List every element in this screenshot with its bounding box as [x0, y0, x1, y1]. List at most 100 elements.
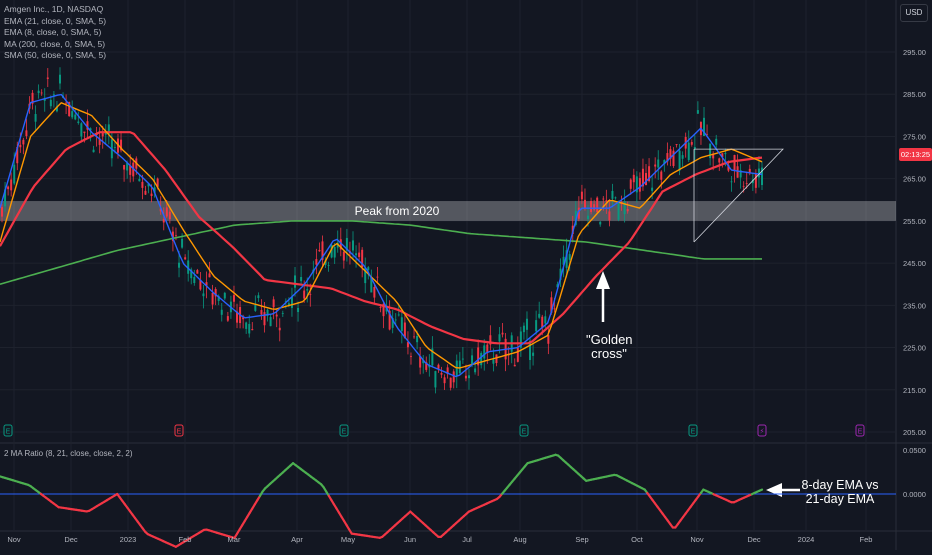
candle: [248, 315, 250, 338]
candle: [489, 325, 491, 350]
candle: [740, 164, 742, 189]
candle-body: [352, 240, 354, 250]
candle-body: [169, 212, 171, 219]
candle-body: [743, 186, 745, 187]
x-tick-label: Jul: [462, 535, 472, 544]
candle-layer: [1, 67, 763, 393]
candle-body: [608, 211, 610, 220]
candle-body: [273, 299, 275, 307]
candle: [77, 112, 79, 125]
candle-body: [590, 201, 592, 212]
legend: Amgen Inc., 1D, NASDAQ EMA (21, close, 0…: [4, 4, 106, 62]
candle-body: [441, 373, 443, 375]
candle-body: [395, 320, 397, 321]
candle-body: [499, 334, 501, 341]
candle-body: [532, 353, 534, 356]
x-tick-label: Feb: [179, 535, 192, 544]
candle: [260, 299, 262, 320]
candle: [437, 364, 439, 373]
candle-body: [547, 335, 549, 344]
candle: [584, 189, 586, 211]
event-marker: E: [856, 425, 864, 436]
candle-body: [688, 143, 690, 160]
y-tick-label: 275.00: [903, 132, 926, 141]
legend-title[interactable]: Amgen Inc., 1D, NASDAQ: [4, 4, 106, 16]
candle-body: [144, 191, 146, 195]
candle-body: [618, 202, 620, 219]
candle-body: [47, 78, 49, 79]
candle-body: [715, 139, 717, 145]
candle-body: [25, 130, 27, 136]
candle-body: [724, 153, 726, 154]
candle-body: [633, 175, 635, 182]
osc-segment: [759, 490, 762, 491]
candle-body: [376, 277, 378, 278]
legend-ema21[interactable]: EMA (21, close, 0, SMA, 5): [4, 16, 106, 28]
candle: [108, 116, 110, 144]
candle-body: [13, 165, 15, 184]
candle-body: [358, 253, 360, 257]
candle: [737, 154, 739, 177]
candle: [80, 122, 82, 141]
x-tick-label: 2023: [120, 535, 137, 544]
candle: [7, 186, 9, 196]
candle-body: [654, 165, 656, 167]
legend-sma50[interactable]: SMA (50, close, 0, SMA, 5): [4, 50, 106, 62]
candle: [581, 185, 583, 204]
candle: [450, 377, 452, 390]
candle-body: [492, 359, 494, 363]
candle-body: [630, 179, 632, 188]
candle: [184, 254, 186, 260]
candle: [590, 198, 592, 215]
candle-body: [401, 317, 403, 331]
candle-body: [71, 111, 73, 117]
candle: [642, 159, 644, 191]
candle: [309, 284, 311, 307]
candle: [636, 171, 638, 202]
candle: [523, 322, 525, 339]
candle-body: [639, 178, 641, 192]
sma50-line: [0, 132, 762, 343]
osc-y-tick-label: 0.0000: [903, 490, 926, 499]
candle: [59, 67, 61, 89]
candle-body: [611, 191, 613, 199]
candle-body: [434, 371, 436, 387]
candle-body: [209, 273, 211, 277]
event-marker: E: [520, 425, 528, 436]
y-tick-label: 265.00: [903, 175, 926, 184]
ma200-line: [0, 221, 762, 284]
candle-body: [355, 253, 357, 255]
candle-body: [544, 316, 546, 323]
candle: [468, 369, 470, 390]
legend-ema8[interactable]: EMA (8, close, 0, SMA, 5): [4, 27, 106, 39]
candle: [224, 292, 226, 300]
candle-body: [181, 239, 183, 248]
candle: [404, 313, 406, 339]
currency-button[interactable]: USD: [900, 4, 928, 22]
candle-body: [260, 310, 262, 315]
current-price-badge: 02:13:25: [899, 148, 932, 161]
candle-body: [248, 324, 250, 334]
candle-body: [19, 145, 21, 147]
candle-body: [74, 115, 76, 120]
x-tick-label: Oct: [631, 535, 644, 544]
candle: [657, 150, 659, 180]
x-tick-label: Nov: [7, 535, 21, 544]
candle-body: [163, 219, 165, 222]
event-marker-label: E: [522, 429, 527, 436]
candle-body: [474, 368, 476, 372]
candle-body: [212, 293, 214, 305]
x-tick-label: Aug: [513, 535, 526, 544]
candle-body: [437, 365, 439, 369]
candle: [370, 270, 372, 293]
candle-body: [730, 181, 732, 182]
legend-ma200[interactable]: MA (200, close, 0, SMA, 5): [4, 39, 106, 51]
candle-body: [41, 93, 43, 94]
y-tick-label: 215.00: [903, 386, 926, 395]
candle: [386, 295, 388, 314]
candle: [401, 309, 403, 343]
peak-zone: [0, 201, 896, 221]
candle: [35, 105, 37, 130]
